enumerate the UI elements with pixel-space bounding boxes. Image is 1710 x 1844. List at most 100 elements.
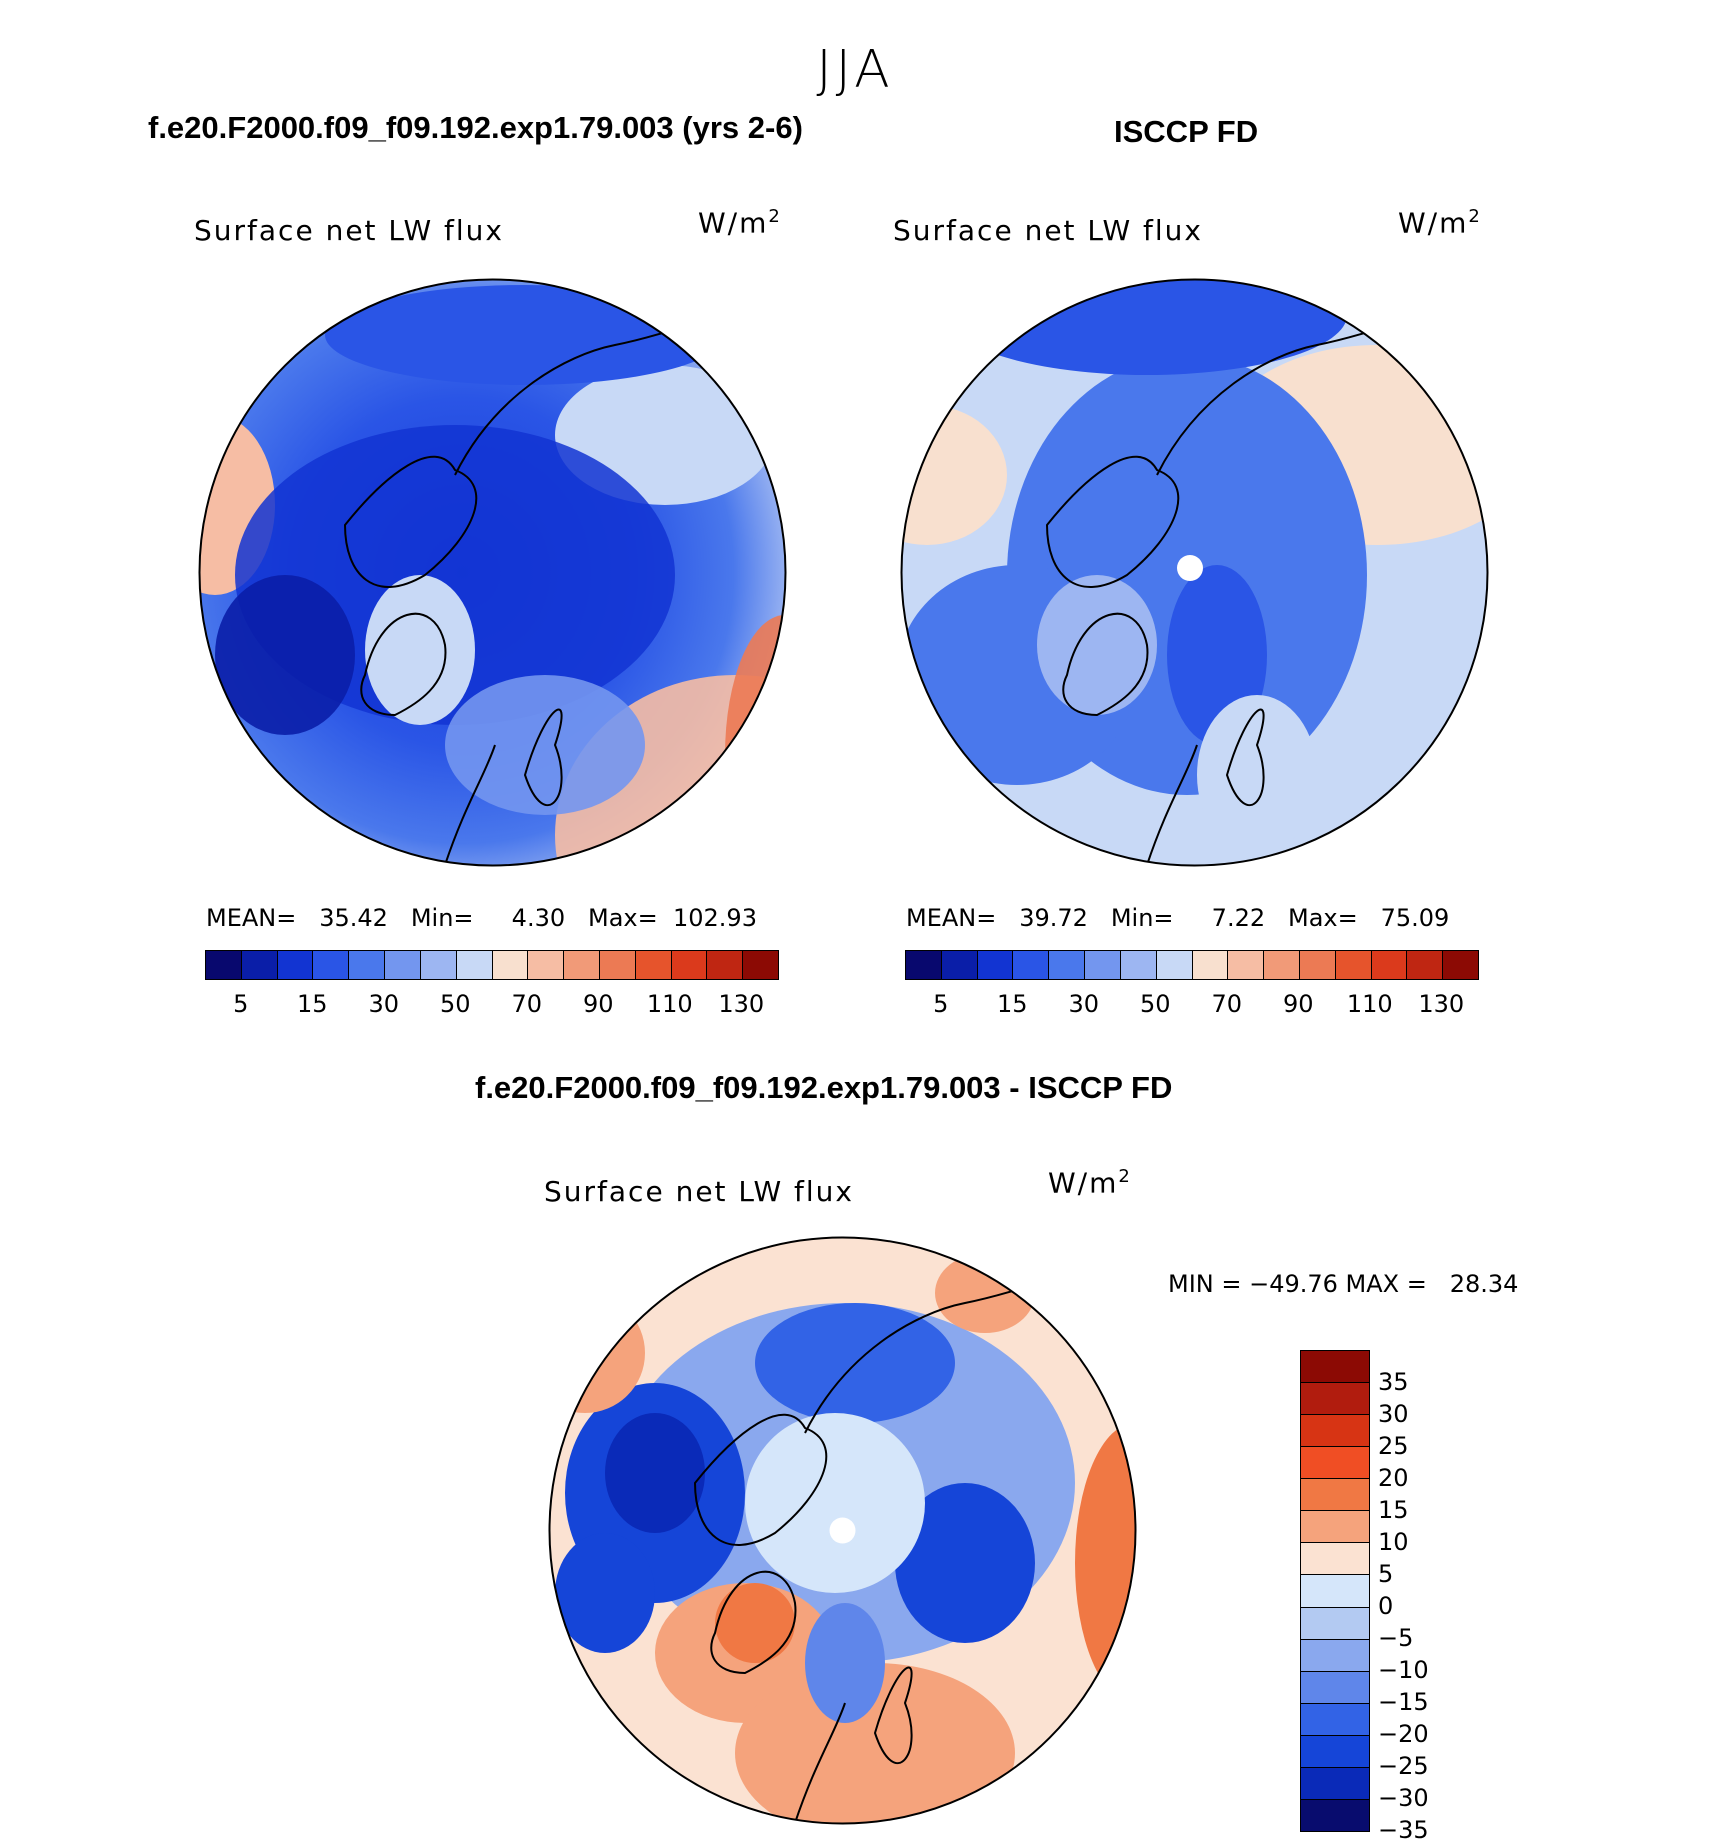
colorbar-tick-label: 70	[511, 990, 543, 1018]
colorbar-swatch	[743, 951, 778, 979]
colorbar-tick-label: 130	[718, 990, 765, 1018]
colorbar-swatch	[1120, 951, 1157, 979]
diff-colorbar-ticks: 35 30 25 20 15 10 5 0 −5 −10 −15 −20 −25 −30 −35	[1378, 1350, 1498, 1844]
colorbar-tick-label: 15	[996, 990, 1028, 1018]
panel2-case-title: ISCCP FD	[1114, 114, 1259, 149]
colorbar-tick-label: 0	[1378, 1592, 1394, 1620]
colorbar-tick-label: 30	[1378, 1400, 1409, 1428]
panel2-polar-map	[900, 278, 1489, 867]
colorbar-swatch	[420, 951, 457, 979]
panel1-colorbar-ticks: 5 15 30 50 70 90 110 130	[205, 990, 777, 1020]
colorbar-swatch	[707, 951, 744, 979]
colorbar-swatch	[906, 951, 942, 979]
colorbar-tick-label: −15	[1378, 1688, 1429, 1716]
colorbar-tick-label: 5	[933, 990, 949, 1018]
panel1-case-title: f.e20.F2000.f09_f09.192.exp1.79.003 (yrs…	[148, 110, 803, 145]
colorbar-swatch	[1301, 1703, 1369, 1736]
colorbar-swatch	[941, 951, 978, 979]
diff-polar-map	[548, 1236, 1137, 1825]
colorbar-swatch	[313, 951, 350, 979]
colorbar-swatch	[564, 951, 600, 979]
colorbar-swatch	[1301, 1671, 1369, 1704]
colorbar-tick-label: 25	[1378, 1432, 1409, 1460]
colorbar-swatch	[1335, 951, 1372, 979]
colorbar-swatch	[206, 951, 242, 979]
colorbar-tick-label: 70	[1211, 990, 1243, 1018]
colorbar-swatch	[1443, 951, 1478, 979]
colorbar-swatch	[1301, 1511, 1369, 1544]
colorbar-tick-label: 15	[296, 990, 328, 1018]
colorbar-tick-label: −20	[1378, 1720, 1429, 1748]
colorbar-swatch	[1301, 1479, 1369, 1512]
colorbar-swatch	[1301, 1415, 1369, 1448]
season-title: JJA	[816, 40, 894, 100]
colorbar-tick-label: −25	[1378, 1752, 1429, 1780]
colorbar-swatch	[492, 951, 529, 979]
colorbar-swatch	[1301, 1383, 1369, 1416]
colorbar-swatch	[1301, 1799, 1369, 1831]
colorbar-swatch	[349, 951, 386, 979]
colorbar-tick-label: −30	[1378, 1784, 1429, 1812]
colorbar-tick-label: 30	[368, 990, 400, 1018]
colorbar-swatch	[1049, 951, 1086, 979]
panel2-colorbar-ticks: 5 15 30 50 70 90 110 130	[905, 990, 1477, 1020]
colorbar-tick-label: 110	[646, 990, 693, 1018]
colorbar-swatch	[1301, 1575, 1369, 1608]
diff-colorbar	[1300, 1350, 1370, 1832]
diff-units: W/m2	[1048, 1166, 1132, 1200]
colorbar-tick-label: 35	[1378, 1368, 1409, 1396]
colorbar-tick-label: 20	[1378, 1464, 1409, 1492]
panel2-field-label: Surface net LW flux	[893, 214, 1203, 247]
colorbar-tick-label: 90	[1282, 990, 1314, 1018]
diff-case-title: f.e20.F2000.f09_f09.192.exp1.79.003 - IS…	[475, 1070, 1173, 1105]
panel2-stats: MEAN= 39.72 Min= 7.22 Max= 75.09	[906, 904, 1450, 932]
colorbar-swatch	[977, 951, 1014, 979]
panel1-polar-map	[198, 278, 787, 867]
colorbar-swatch	[1301, 1351, 1369, 1384]
colorbar-swatch	[241, 951, 278, 979]
colorbar-tick-label: 130	[1418, 990, 1465, 1018]
colorbar-swatch	[1085, 951, 1121, 979]
colorbar-tick-label: 90	[582, 990, 614, 1018]
colorbar-swatch	[1301, 1607, 1369, 1640]
colorbar-swatch	[1301, 1735, 1369, 1768]
colorbar-swatch	[1407, 951, 1444, 979]
colorbar-swatch	[599, 951, 636, 979]
colorbar-tick-label: 15	[1378, 1496, 1409, 1524]
colorbar-swatch	[1013, 951, 1050, 979]
colorbar-swatch	[1301, 1543, 1369, 1576]
colorbar-swatch	[671, 951, 708, 979]
panel2-colorbar	[905, 950, 1479, 980]
diff-field-label: Surface net LW flux	[544, 1175, 854, 1208]
colorbar-swatch	[1299, 951, 1336, 979]
colorbar-swatch	[385, 951, 421, 979]
colorbar-swatch	[1156, 951, 1193, 979]
colorbar-tick-label: 5	[1378, 1560, 1394, 1588]
colorbar-tick-label: −10	[1378, 1656, 1429, 1684]
colorbar-tick-label: 10	[1378, 1528, 1409, 1556]
colorbar-swatch	[1301, 1767, 1369, 1800]
colorbar-swatch	[1301, 1447, 1369, 1480]
colorbar-tick-label: 5	[233, 990, 249, 1018]
colorbar-tick-label: 110	[1346, 990, 1393, 1018]
panel1-stats: MEAN= 35.42 Min= 4.30 Max= 102.93	[206, 904, 757, 932]
colorbar-swatch	[1192, 951, 1229, 979]
colorbar-swatch	[635, 951, 672, 979]
colorbar-tick-label: −5	[1378, 1624, 1414, 1652]
panel2-units: W/m2	[1398, 206, 1482, 240]
colorbar-swatch	[1228, 951, 1265, 979]
colorbar-tick-label: −35	[1378, 1816, 1429, 1844]
colorbar-tick-label: 50	[1139, 990, 1171, 1018]
colorbar-swatch	[277, 951, 314, 979]
colorbar-swatch	[1371, 951, 1408, 979]
panel1-colorbar	[205, 950, 779, 980]
panel1-units: W/m2	[698, 206, 782, 240]
colorbar-tick-label: 30	[1068, 990, 1100, 1018]
colorbar-swatch	[528, 951, 565, 979]
colorbar-swatch	[1264, 951, 1300, 979]
colorbar-swatch	[456, 951, 493, 979]
panel1-field-label: Surface net LW flux	[194, 214, 504, 247]
colorbar-tick-label: 50	[439, 990, 471, 1018]
diff-stats: MIN = −49.76 MAX = 28.34	[1168, 1270, 1519, 1298]
colorbar-swatch	[1301, 1639, 1369, 1672]
